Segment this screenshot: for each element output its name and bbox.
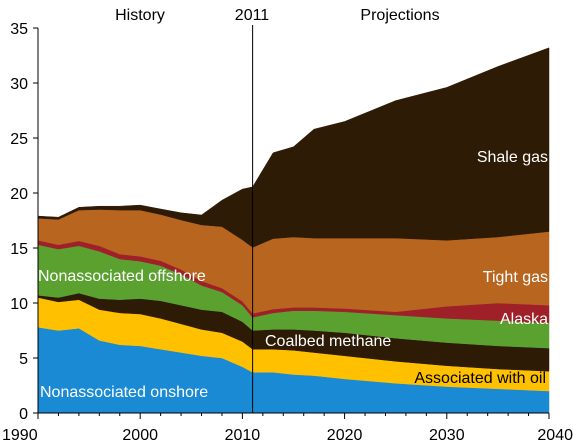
y-tick-label: 30 [10,76,28,93]
series-labels: Nonassociated onshore Associated with oi… [38,149,548,401]
axes: 0 5 10 15 20 25 30 35 1990 2000 2010 2020 2030 2040 [2,21,573,444]
series-areas [37,47,550,414]
y-tick-label: 35 [10,21,28,38]
x-tick-label: 2000 [122,427,158,444]
y-tick-label: 15 [10,241,28,258]
area-shale-gas [37,47,550,248]
period-headers: History 2011 Projections [115,7,439,24]
y-tick-label: 25 [10,131,28,148]
series-label-associated-with-oil: Associated with oil [414,370,546,387]
x-tick-label: 2020 [327,427,363,444]
series-label-nonassociated-offshore: Nonassociated offshore [38,268,206,285]
x-tick-label: 2030 [429,427,465,444]
series-label-nonassociated-onshore: Nonassociated onshore [40,384,208,401]
projections-label: Projections [360,7,439,24]
history-label: History [115,7,165,24]
series-label-alaska: Alaska [500,311,548,328]
series-label-shale-gas: Shale gas [477,149,548,166]
series-label-tight-gas: Tight gas [483,269,548,286]
x-tick-label: 2010 [225,427,261,444]
x-tick-label: 2040 [537,427,573,444]
series-label-coalbed-methane: Coalbed methane [265,333,391,350]
y-tick-label: 0 [19,406,28,423]
divider-year-label: 2011 [235,7,270,24]
y-tick-label: 20 [10,186,28,203]
y-tick-label: 5 [19,351,28,368]
y-tick-label: 10 [10,296,28,313]
x-tick-label: 1990 [2,427,38,444]
